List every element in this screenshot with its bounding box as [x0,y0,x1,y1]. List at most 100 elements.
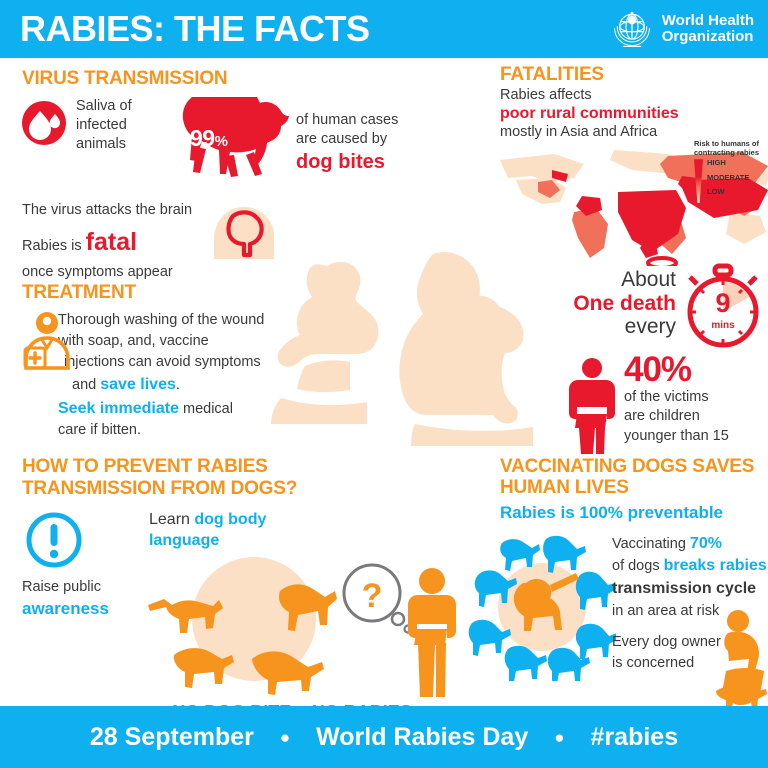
vaccinated-dogs-circle-graphic [468,535,616,681]
fatalities-line-2: poor rural communities [500,105,679,123]
vaccinate-title-line-2: HUMAN LIVES [500,477,629,499]
stopwatch-value: 9 [715,288,731,318]
vaccinated-orange-dog [513,572,579,631]
treatment-and-label: and [72,377,97,394]
treatment-line-6: care if bitten. [58,421,142,438]
blue-dogs-group [468,535,616,681]
learn-dog-body-language-text: Learn dog body language [149,509,279,552]
dog-bites-text: of human cases are caused by dog bites [296,97,398,175]
vaccinate-line-4: in an area at risk [612,602,720,619]
dog-bites-line-2: are caused by [296,131,388,148]
death-rate-text: About One death every [568,268,676,339]
vaccinate-line-5: Every dog owner [612,634,721,651]
treatment-line-3: injections can avoid symptoms [64,354,261,371]
saliva-droplet-icon [22,101,66,146]
section-virus-transmission: VIRUS TRANSMISSION Saliva of infected an… [22,68,492,281]
map-legend: Risk to humans of contracting rabies HIG… [694,138,768,204]
treatment-line-2: with soap, and, vaccine [58,333,209,350]
page-footer: 28 September ● World Rabies Day ● #rabie… [0,706,768,768]
vaccinate-lines: Vaccinating 70% of dogs breaks rabies tr… [612,533,768,674]
who-line2: Organization [661,28,754,45]
brain-head-icon [214,207,274,260]
footer-dot-right: ● [554,727,565,747]
legend-body: HIGH MODERATE LOW [694,159,768,204]
legend-label-high: HIGH [707,158,726,168]
fatalities-line-3: mostly in Asia and Africa [500,124,658,141]
victims-stat: 40% of the victims are children younger … [566,352,768,454]
orange-child-silhouette [408,567,456,697]
world-risk-map: Risk to humans of contracting rabies HIG… [500,139,768,266]
transmission-cycle-phrase: transmission cycle [612,579,757,597]
rabies-is-label: Rabies is [22,238,82,255]
orange-dog-group [148,584,337,695]
death-rate-stat: About One death every 9 mins [568,263,768,352]
learn-label: Learn [149,510,190,528]
save-lives-phrase: save lives [100,376,176,394]
vaccinate-title: VACCINATING DOGS SAVES HUMAN LIVES [500,456,768,499]
raise-awareness-text: Raise public awareness [22,577,142,620]
vaccinate-70-percent: 70% [689,534,722,552]
victims-sub-line-1: of the victims [624,389,709,405]
death-rate-line-2: One death [573,291,676,315]
legend-labels: HIGH MODERATE LOW [707,159,749,203]
virus-transmission-row-1: Saliva of infected animals 99% of human … [22,97,492,187]
treatment-period: . [175,377,180,394]
vaccinate-line-6: is concerned [612,654,695,671]
legend-gradient-bar [694,159,703,204]
section-vaccinating-dogs: VACCINATING DOGS SAVES HUMAN LIVES Rabie… [468,456,768,711]
footer-date: 28 September [89,722,254,751]
dogs-and-child-scene: ? [148,556,456,697]
fatalities-line-1: Rabies affects [500,87,592,104]
who-logo: World Health Organization [609,6,754,52]
victims-sub-line-3: younger than 15 [624,427,729,444]
nurse-icon [23,312,70,371]
legend-label-moderate: MODERATE [707,172,750,182]
vaccinate-line-2: of dogs breaks rabies [612,555,768,578]
boy-and-dog-silhouette [271,251,533,446]
brain-line-1: The virus attacks the brain [22,202,193,219]
death-rate-line-3: every [624,315,676,339]
thought-question-mark: ? [362,577,383,615]
page-title: RABIES: THE FACTS [20,8,370,49]
section-fatalities: FATALITIES Rabies affects poor rural com… [500,64,768,266]
who-wordmark: World Health Organization [662,13,754,45]
legend-title: Risk to humans of contracting rabies [694,138,768,157]
percent-value: 99 [190,125,215,152]
prevent-body: Raise public awareness Learn dog body la… [22,507,482,722]
footer-event: World Rabies Day [316,722,529,751]
brain-line-3: once symptoms appear [22,263,173,280]
victims-text: 40% of the victims are children younger … [624,352,729,445]
page-header: RABIES: THE FACTS Wo [0,0,768,58]
seek-immediate-phrase: Seek immediate [58,399,179,417]
exclamation-icon [26,512,82,568]
fatal-word: fatal [85,228,138,257]
victims-percent: 40% [624,350,692,389]
dog-bites-line-1: of human cases [296,112,399,129]
legend-title-line-1: Risk to humans of [694,138,760,148]
treatment-line-4: and save lives. [58,373,312,396]
raise-line-1: Raise public [22,578,101,595]
prevent-title-line-1: HOW TO PREVENT RABIES [22,456,268,477]
victims-sub-line-2: are children [624,408,700,425]
treatment-line-5: Seek immediate medical [58,397,312,420]
virus-transmission-row-2: The virus attacks the brain Rabies is fa… [22,201,362,281]
death-rate-line-1: About [621,268,676,291]
breaks-rabies-phrase: breaks rabies [663,557,767,575]
legend-title-line-2: contracting rabies [694,147,760,157]
who-emblem-icon [613,11,650,48]
vaccinate-subtitle: Rabies is 100% preventable [500,502,724,522]
stopwatch-icon [687,263,759,348]
treatment-title: TREATMENT [22,282,136,303]
section-treatment: TREATMENT Thorough washing of the wound … [22,282,312,441]
red-dog-icon [182,97,289,178]
vaccinate-line-1: Vaccinating 70% [612,533,768,556]
fatalities-title: FATALITIES [500,64,604,85]
vaccinating-label: Vaccinating [612,535,686,552]
red-child-silhouette-icon [569,358,615,454]
treatment-medical-label: medical [182,400,233,417]
brain-line-2: Rabies is fatal [22,226,362,259]
dog-bites-line-3: dog bites [296,150,385,173]
vaccinate-title-line-1: VACCINATING DOGS SAVES [500,456,755,477]
treatment-line-1: Thorough washing of the wound [58,312,265,329]
